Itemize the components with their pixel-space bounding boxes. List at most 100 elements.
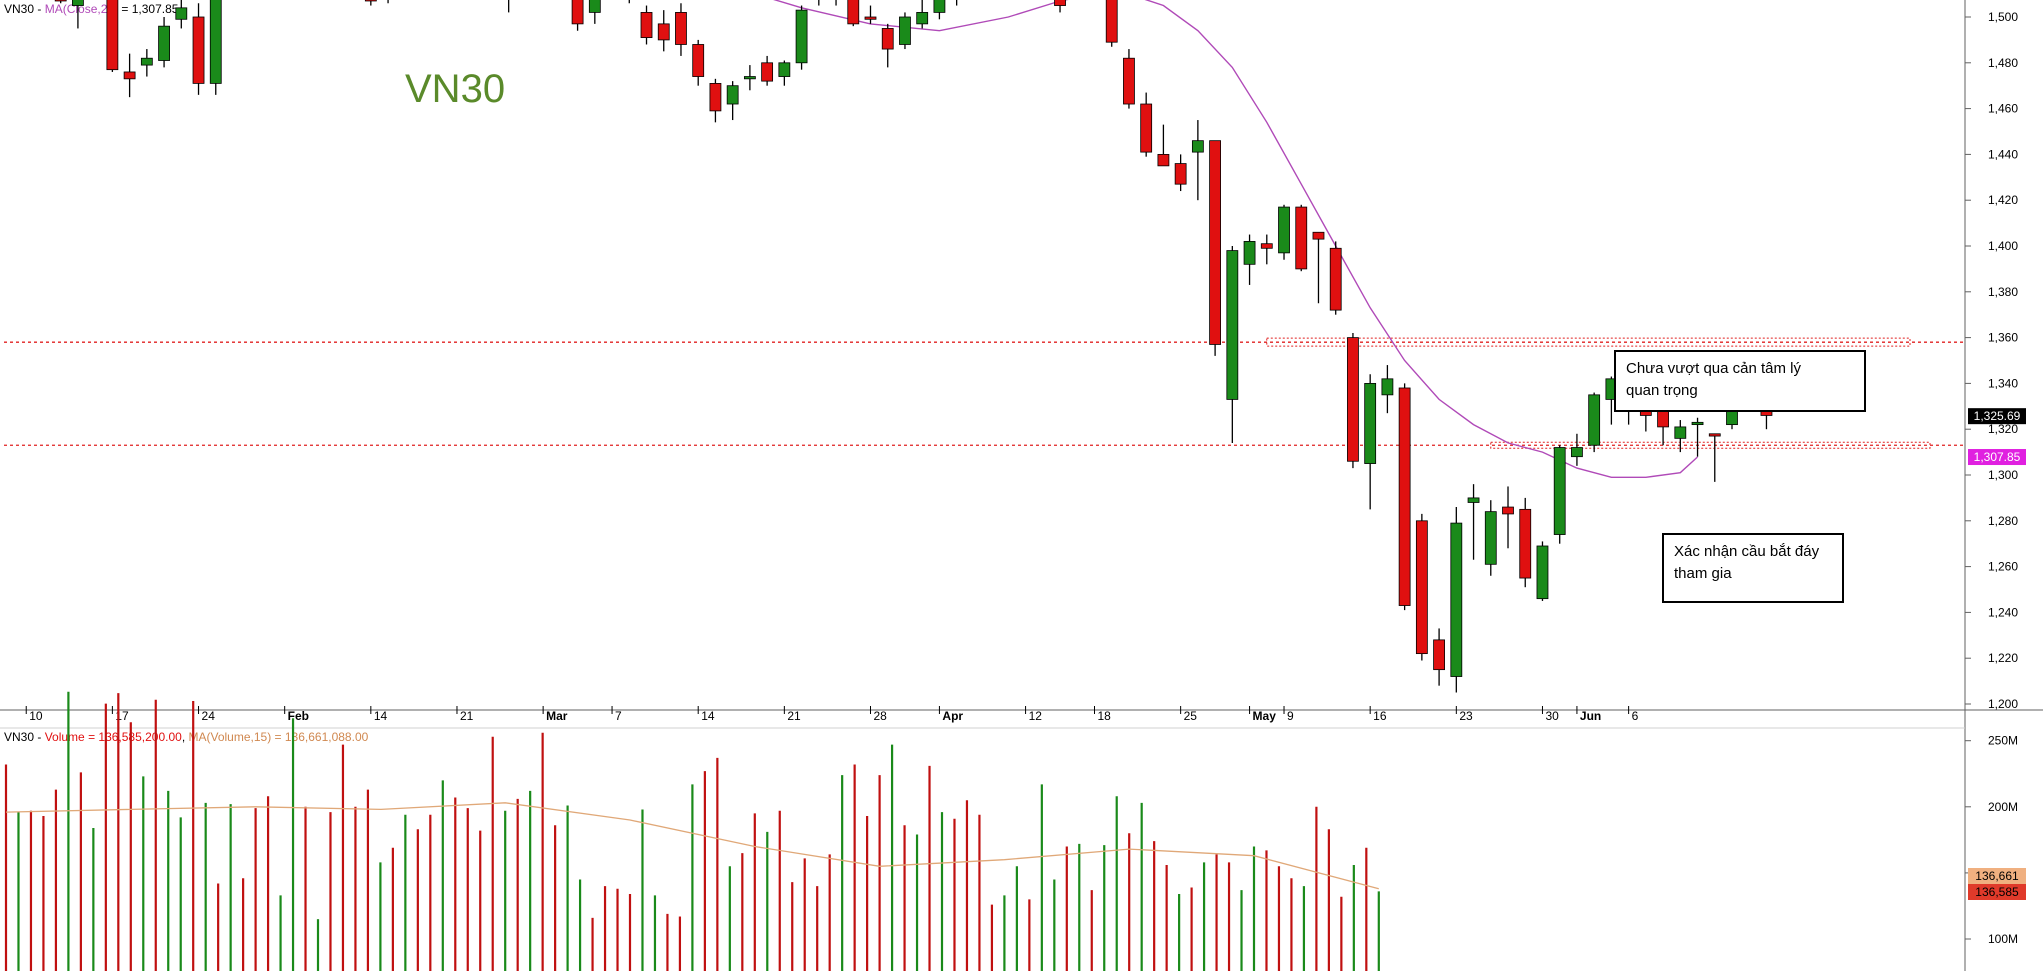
candle [657,10,670,52]
candle-body [640,12,653,39]
candle [123,53,136,98]
price-tick-label: 1,460 [1988,102,2018,116]
candle-body [847,0,860,25]
candle-body [1484,511,1497,565]
candle [1329,241,1342,315]
candle [364,0,377,6]
candle [1484,500,1497,576]
candle [1174,154,1187,192]
price-tick-label: 1,420 [1988,193,2018,207]
candle-body [1191,140,1204,153]
candle [1450,507,1463,693]
candle-body [709,83,722,112]
candle-body [675,12,687,45]
candle [795,5,808,70]
candle [588,0,601,24]
candle [1553,445,1566,544]
candle-body [916,12,929,25]
candle [1415,513,1428,661]
price-tick-label: 1,340 [1988,376,2018,390]
annotation-resistance-line2: quan trọng [1626,382,1698,399]
price-tick-label: 1,440 [1988,147,2018,161]
candle-body [1054,0,1066,6]
candle [1691,417,1704,457]
volume-header: VN30 - Volume = 136,585,200.00, MA(Volum… [4,730,369,744]
candle [1571,433,1583,466]
candle [1243,234,1256,285]
candle [571,0,584,31]
candle-body [1415,520,1428,655]
ma-last-label: 1,307.85 [1974,450,2021,464]
candle-body [1157,153,1170,167]
candle [1054,0,1066,13]
candle [881,23,894,68]
candle [387,0,389,4]
volume-panel[interactable]: VN30 - Volume = 136,585,200.00, MA(Volum… [4,691,2026,971]
candle [640,5,653,45]
x-tick-label: 21 [787,709,801,723]
candle-body [1519,508,1532,579]
annotation-bottom-line2: tham gia [1674,565,1732,582]
candle-body [899,16,911,45]
candle-body [1450,522,1463,677]
candle-body [123,71,136,80]
support-zone [1490,441,1931,449]
candle [1278,204,1290,260]
x-tick-label: 25 [1184,709,1198,723]
candle [209,0,222,95]
candle-body [588,0,601,13]
candle [726,81,739,121]
candle [692,39,705,86]
candle [628,0,630,4]
candle [508,0,510,13]
x-tick-label: 10 [29,709,43,723]
candle [847,0,860,27]
candle [1364,374,1377,510]
x-tick-label: 12 [1029,709,1043,723]
candle [899,12,911,50]
x-tick-label: Apr [942,709,963,723]
candle-body [778,62,791,77]
candle [1312,231,1325,304]
candle-body [1123,57,1135,105]
price-tick-label: 1,360 [1988,331,2018,345]
price-header: VN30 - MA(Close,20) = 1,307.85 [4,2,179,16]
candle [818,0,820,6]
candle-body [881,28,894,50]
candle-body [1553,447,1566,535]
candle [1191,120,1204,201]
candle-body [726,85,739,105]
x-tick-label: Feb [288,709,309,723]
candle [1519,497,1532,588]
candle [933,0,946,20]
candle [916,0,929,29]
x-tick-label: 21 [460,709,474,723]
candle-body [1243,241,1256,265]
annotation-resistance: Chưa vượt qua cản tâm lý quan trọng [1614,350,1866,412]
candle-body [571,0,584,25]
candle-body [1502,506,1514,515]
candle-body [106,0,119,71]
candle [1381,365,1394,414]
candle-body [1536,545,1549,600]
candle-body [1174,163,1187,185]
candle [1123,49,1135,109]
candle [675,3,687,56]
candle-body [933,0,946,13]
annotation-bottom-line1: Xác nhận cầu bắt đáy [1674,543,1820,560]
x-tick-label: 16 [1373,709,1387,723]
x-tick-label: 24 [202,709,216,723]
candle-body [1571,447,1583,458]
volume-last-label: 136,585 [1975,885,2019,899]
candle [1226,246,1239,443]
volume-tick-label: 200M [1988,800,2018,814]
x-tick-label: 23 [1459,709,1473,723]
candle [1674,420,1687,453]
candle-body [743,76,756,80]
candle-body [1398,387,1411,606]
candle [175,0,188,29]
price-tick-label: 1,200 [1988,697,2018,711]
x-tick-label: 14 [374,709,388,723]
